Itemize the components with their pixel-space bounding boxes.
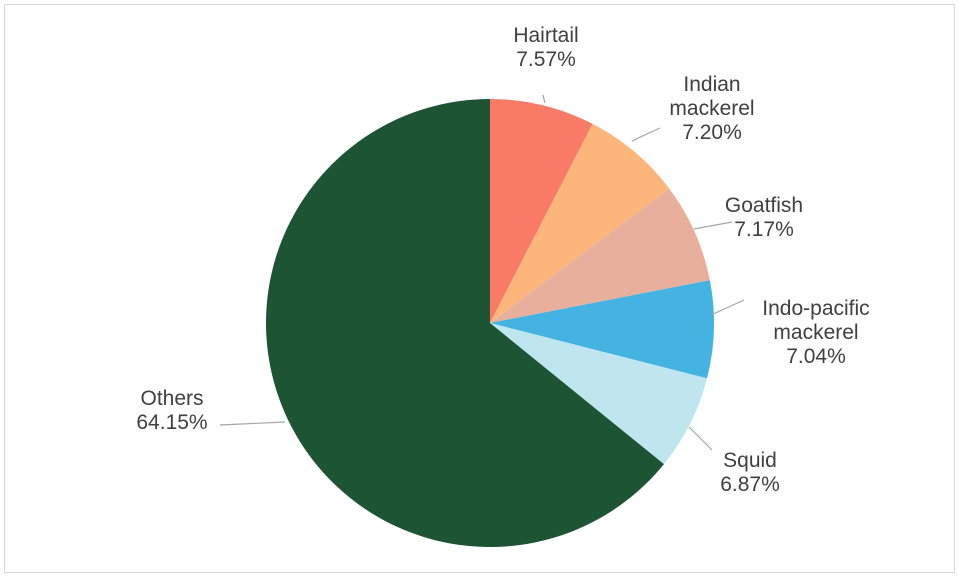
chart-border: [4, 4, 955, 573]
leader-lines: [219, 94, 745, 451]
pie-slice-2: [490, 188, 710, 323]
leader-line-2: [693, 221, 733, 230]
leader-line-0: [542, 94, 546, 104]
slice-name-3: Indo-pacific: [762, 297, 869, 320]
leader-line-4: [688, 426, 713, 451]
slice-name-0: Hairtail: [513, 24, 578, 47]
slice-value-4: 6.87%: [720, 473, 780, 496]
slice-label-1: Indian mackerel 7.20%: [669, 73, 754, 144]
slice-value-1: 7.20%: [682, 121, 742, 144]
pie-slice-3: [490, 280, 714, 379]
pie-slice-1: [490, 123, 670, 323]
slice-label-2: Goatfish 7.17%: [725, 194, 803, 241]
slice-name-4: Squid: [723, 449, 777, 472]
pie-slices: [265, 99, 714, 548]
slice-name-2: Goatfish: [725, 194, 803, 217]
slice-value-3: 7.04%: [786, 345, 846, 368]
slice-label-4: Squid 6.87%: [720, 449, 780, 496]
slice-label-5: Others 64.15%: [136, 387, 207, 434]
slice-label-3: Indo-pacific mackerel 7.04%: [762, 297, 869, 368]
pie-slice-5: [265, 99, 664, 548]
pie-slice-4: [490, 323, 708, 465]
slice-name-1: mackerel: [669, 97, 754, 120]
pie-slice-0: [490, 99, 593, 323]
slice-name-1: Indian: [683, 73, 740, 96]
slice-value-0: 7.57%: [516, 48, 576, 71]
slice-name-5: Others: [140, 387, 203, 410]
slice-value-5: 64.15%: [136, 411, 207, 434]
leader-line-1: [631, 127, 661, 142]
slice-labels: Hairtail 7.57%Indian mackerel 7.20%Goatfish…: [136, 24, 869, 496]
slice-label-0: Hairtail 7.57%: [513, 24, 578, 71]
leader-line-5: [219, 421, 286, 426]
slice-value-2: 7.17%: [734, 218, 794, 241]
slice-name-3: mackerel: [773, 321, 858, 344]
leader-line-3: [710, 299, 745, 316]
